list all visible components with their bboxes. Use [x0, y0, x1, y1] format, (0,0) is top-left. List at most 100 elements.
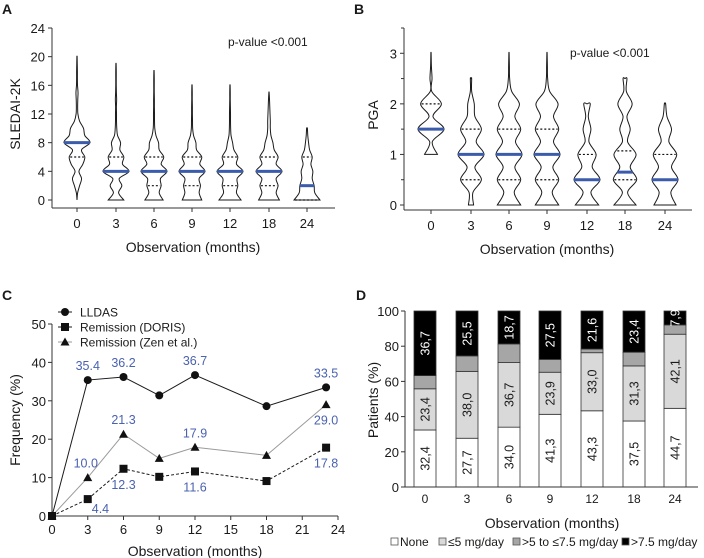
data-point — [83, 473, 93, 482]
bar-label: 34,0 — [503, 445, 517, 469]
x-tick-label: 9 — [547, 492, 554, 506]
bar-label: 44,7 — [669, 435, 683, 459]
panel-label-C: C — [2, 287, 12, 303]
bar-label: 41,3 — [544, 438, 558, 462]
data-point — [191, 467, 199, 476]
bar-segment — [413, 310, 437, 376]
panel-label-B: B — [354, 1, 364, 17]
y-tick-label: 20 — [31, 50, 45, 65]
bar-label: 23,9 — [544, 381, 558, 405]
y-tick-label: 0 — [38, 193, 45, 208]
y-tick-label: 12 — [31, 107, 45, 122]
violin-6 — [140, 69, 168, 201]
x-tick-label: 21 — [295, 522, 309, 537]
bar-segment — [622, 310, 646, 353]
bar-label: 31,3 — [628, 381, 642, 405]
data-point — [321, 400, 331, 409]
bar-segment — [497, 310, 521, 345]
y-tick-label: 0 — [392, 480, 399, 495]
x-tick-label: 9 — [188, 216, 195, 231]
y-axis-label: Patients (%) — [365, 362, 381, 438]
data-point — [155, 472, 164, 481]
bar-segment — [622, 351, 646, 367]
x-axis-label: Observation (months) — [128, 543, 263, 558]
y-tick-label: 80 — [385, 339, 399, 354]
y-tick-label: 50 — [32, 317, 46, 332]
x-tick-label: 12 — [585, 492, 599, 506]
x-tick-label: 24 — [331, 522, 345, 537]
data-point — [155, 391, 164, 400]
data-point — [83, 376, 92, 385]
legend-swatch — [621, 537, 630, 546]
line-chart-C: 0 10 20 30 40 50 0 3 6 9 12 15 18 21 24 35.4 36.2 36.7 33.… — [7, 306, 345, 558]
x-tick-label: 6 — [120, 522, 127, 537]
bar-label: 38,0 — [461, 393, 475, 417]
x-tick-label: 3 — [464, 492, 471, 506]
data-point — [322, 443, 331, 452]
data-point — [322, 383, 331, 392]
data-label: 4.4 — [92, 502, 109, 516]
data-point — [154, 453, 164, 462]
legend-marker-square — [61, 323, 69, 331]
y-tick-label: 8 — [38, 136, 45, 151]
bar-label: 27,5 — [544, 323, 558, 347]
bar-label: 25,5 — [461, 321, 475, 345]
data-label: 29.0 — [314, 414, 338, 428]
violin-9 — [178, 84, 206, 201]
y-tick-label: 100 — [377, 304, 399, 319]
violin-3 — [457, 77, 485, 206]
bar-label: 18,7 — [503, 315, 517, 339]
x-tick-label: 12 — [188, 522, 202, 537]
violin-24 — [293, 127, 321, 201]
legend-label: None — [400, 535, 429, 549]
bar-segment — [580, 348, 604, 354]
x-tick-label: 18 — [259, 522, 273, 537]
legend-swatch — [390, 537, 399, 546]
y-tick-label: 30 — [32, 394, 46, 409]
data-point — [48, 512, 56, 520]
data-point — [190, 442, 200, 451]
legend-label: >7.5 mg/day — [631, 535, 697, 549]
panel-label-D: D — [356, 287, 366, 303]
bar-label: 23,4 — [419, 397, 433, 421]
y-tick-label: 16 — [31, 78, 45, 93]
x-tick-label: 0 — [73, 216, 80, 231]
data-label: 21.3 — [111, 413, 135, 427]
data-label: 17.8 — [314, 457, 338, 471]
x-axis-label: Observation (months) — [480, 241, 615, 257]
bar-segment — [413, 375, 437, 390]
bar-label: 36,7 — [503, 383, 517, 407]
data-point — [83, 495, 92, 504]
bar-label: 27,7 — [461, 450, 475, 474]
violin-18 — [255, 91, 283, 201]
legend-label: Remission (DORIS) — [80, 321, 185, 335]
bar-segment — [580, 310, 604, 350]
data-label: 11.6 — [183, 480, 206, 494]
data-point — [119, 464, 128, 473]
legend-label: ≤5 mg/day — [448, 535, 504, 549]
data-point — [119, 372, 128, 381]
bar-segment — [663, 310, 687, 326]
data-label: 33.5 — [314, 366, 338, 380]
data-point — [191, 371, 199, 380]
data-point — [262, 477, 271, 486]
legend-label: Remission (Zen et al.) — [80, 336, 197, 350]
y-tick-label: 24 — [31, 21, 45, 36]
bar-label: 43,3 — [586, 437, 600, 461]
violin-18 — [612, 77, 638, 206]
bar-label: 42,1 — [669, 359, 683, 383]
bar-label: 32,4 — [419, 446, 433, 470]
x-tick-label: 24 — [658, 218, 672, 233]
y-axis-label: Frequency (%) — [7, 374, 23, 466]
data-label: 12.3 — [111, 478, 135, 492]
x-tick-label: 12 — [223, 216, 237, 231]
legend-label: LLDAS — [80, 306, 118, 320]
x-tick-label: 3 — [467, 218, 474, 233]
panel-label-A: A — [2, 1, 12, 17]
x-tick-label: 9 — [156, 522, 163, 537]
data-label: 17.9 — [183, 426, 207, 440]
data-label: 36.2 — [111, 356, 135, 370]
y-tick-label: 2 — [390, 97, 397, 112]
data-point — [262, 450, 271, 459]
